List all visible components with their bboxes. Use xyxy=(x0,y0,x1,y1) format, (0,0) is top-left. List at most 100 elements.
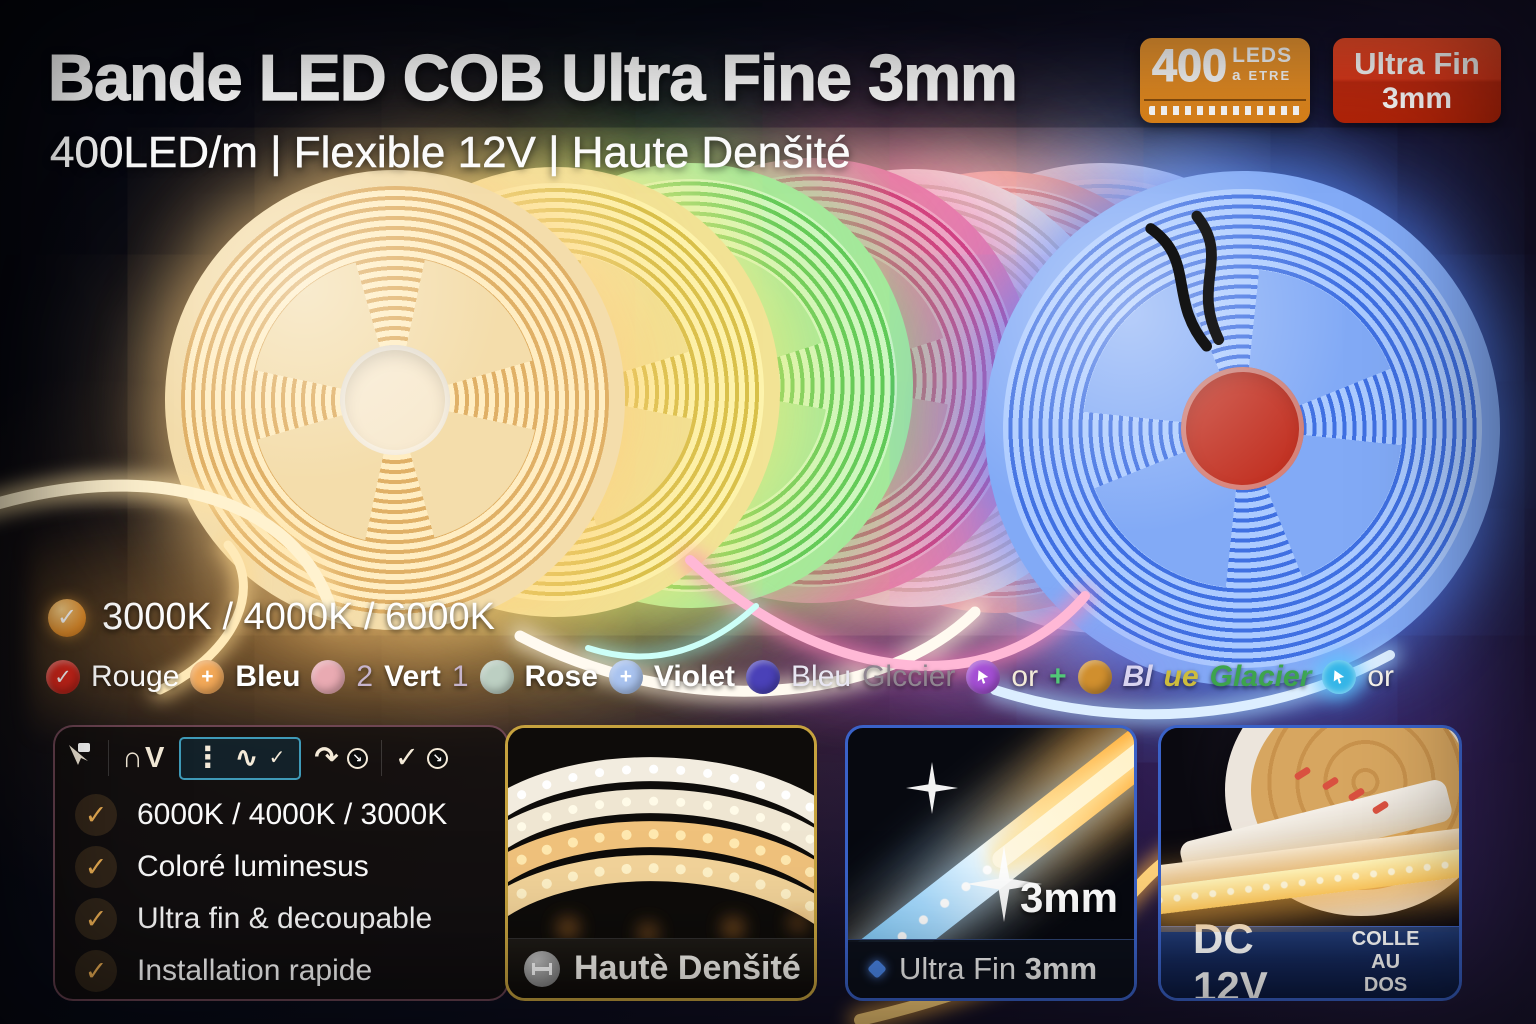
width-gauge-icon xyxy=(524,950,560,987)
density-caption-bar: Hautè Denšité xyxy=(508,938,814,998)
glue-line1: COLLE AU xyxy=(1351,928,1420,973)
hub-wires xyxy=(1144,210,1224,352)
thin-caption-bold: 3mm xyxy=(1024,951,1098,986)
thin-strip-panel: 3mm Ultra Fin 3mm xyxy=(845,725,1137,1001)
leds-unit-block: LEDS a ETRE xyxy=(1232,45,1292,83)
gold-check-icon: ✓ xyxy=(75,950,117,992)
leds-count: 400 xyxy=(1151,40,1228,91)
ultra-fin-3mm: 3mm xyxy=(1381,81,1453,115)
label-or: or xyxy=(1011,660,1039,693)
cursor-arrow-icon xyxy=(1334,670,1345,684)
ibeam-glyph xyxy=(532,962,552,975)
thin-caption-regular: Ultra Fin xyxy=(899,951,1025,986)
led-strips-closeup-photo xyxy=(508,728,814,942)
feature-text: Installation rapide xyxy=(137,954,373,987)
label-blue: Bl xyxy=(1122,660,1153,693)
feature-list: ✓ 6000K / 4000K / 3000K ✓ Coloré lumines… xyxy=(75,789,495,997)
power-caption-bar: DC 12V COLLE AU DOS xyxy=(1161,915,1459,998)
ultra-fin-badge: Ultra Fin 3mm xyxy=(1333,38,1501,123)
adhesive-label: COLLE AU DOS xyxy=(1336,928,1435,997)
curve-redo-icon: ↷ xyxy=(314,741,341,774)
diagonal-strip-photo: 3mm xyxy=(848,728,1134,942)
toolbar-divider xyxy=(380,740,382,776)
purple-cursor-dot xyxy=(966,660,1001,694)
mini-arrow-badge-icon: ↘ xyxy=(346,747,368,769)
label-2: 2 xyxy=(356,660,374,693)
label-violet: Violet xyxy=(653,660,736,693)
label-glccier: Glccier xyxy=(862,660,956,693)
sparkle-star-icon xyxy=(906,762,958,814)
led-dots-strip-icon xyxy=(1149,106,1301,115)
label-glacier: Glacier xyxy=(1209,660,1312,693)
density-photo-panel: Hautè Denšité xyxy=(505,725,817,1001)
thin-caption: Ultra Fin 3mm xyxy=(899,951,1097,987)
leds-sub-etre: ETRE xyxy=(1248,68,1292,83)
feature-row: ✓ Installation rapide xyxy=(75,945,495,997)
red-check-dot: ✓ xyxy=(46,660,80,694)
check-mark-icon: ✓ xyxy=(268,747,288,769)
badge-divider-line xyxy=(1144,99,1306,101)
icon-toolbar: ∩V ⋮ ∿ ✓ ↷ ↘ ✓ ↘ xyxy=(65,731,501,785)
label-rose: Rose xyxy=(524,660,598,693)
gold-check-icon: ✓ xyxy=(75,794,117,836)
white-reel-photo xyxy=(1161,728,1459,932)
indigo-dot xyxy=(746,660,781,694)
voltage-label: DC 12V xyxy=(1193,914,1268,1001)
feature-text: Coloré luminesus xyxy=(137,850,369,883)
feature-row: ✓ 6000K / 4000K / 3000K xyxy=(75,789,495,841)
color-variants-row: ✓ Rouge + Bleu 2 Vert 1 Rose + Violet Bleu Glccier o… xyxy=(46,660,1516,694)
wave-arrows-icon: ⋮ ∿ xyxy=(193,741,261,774)
curve-redo-group: ↷ ↘ xyxy=(314,741,368,774)
check-flow-icon: ✓ xyxy=(394,741,422,774)
gold-check-icon: ✓ xyxy=(75,898,117,940)
leds-badge-row: 400 LEDS a ETRE xyxy=(1151,40,1300,91)
leds-unit-label: LEDS xyxy=(1232,44,1293,67)
periwinkle-plus-dot: + xyxy=(608,660,643,694)
thickness-label: 3mm xyxy=(1019,874,1118,921)
reel-blue xyxy=(943,129,1536,727)
feature-text: Ultra fin & decoupable xyxy=(137,902,433,935)
label-bleu-2: Bleu xyxy=(791,660,852,693)
toolbar-divider xyxy=(108,740,109,776)
gold-check-icon: ✓ xyxy=(75,846,117,888)
ultra-fin-label: Ultra Fin xyxy=(1354,46,1480,82)
glue-line2: DOS xyxy=(1363,974,1408,996)
cursor-select-icon xyxy=(65,741,95,776)
blue-diamond-icon xyxy=(867,959,887,979)
label-or-2: or xyxy=(1367,660,1395,693)
gold-check-icon: ✓ xyxy=(48,598,86,637)
thin-caption-bar: Ultra Fin 3mm xyxy=(848,939,1134,998)
leds-per-meter-badge: 400 LEDS a ETRE xyxy=(1140,38,1310,123)
label-vert: Vert xyxy=(384,660,441,693)
cursor-arrow-icon xyxy=(978,670,989,684)
feature-row: ✓ Coloré luminesus xyxy=(75,841,495,893)
leds-sub-a: a xyxy=(1232,67,1241,84)
label-ue: ue xyxy=(1163,660,1199,693)
label-bleu: Bleu xyxy=(235,660,301,693)
cyan-cursor-dot xyxy=(1322,660,1357,694)
page-subtitle: 400LED/m | Flexible 12V | Haute Denšité xyxy=(50,128,851,178)
amber-dot xyxy=(1077,660,1112,694)
density-caption: Hautè Denšité xyxy=(574,949,801,987)
feature-row: ✓ Ultra fin & decoupable xyxy=(75,893,495,945)
check-flow-group: ✓ ↘ xyxy=(394,741,449,774)
arc-vee-icon: ∩V xyxy=(122,741,167,774)
cct-options-row: ✓ 3000K / 4000K / 6000K xyxy=(48,596,495,639)
sage-dot xyxy=(479,660,514,694)
wave-arrows-icon-selected: ⋮ ∿ ✓ xyxy=(179,736,302,780)
wavy-led-strips xyxy=(508,757,814,942)
label-1: 1 xyxy=(451,660,469,693)
green-plus-sparkle: + xyxy=(1049,660,1067,693)
pink-dot xyxy=(311,660,346,694)
label-rouge: Rouge xyxy=(91,660,180,693)
page-title: Bande LED COB Ultra Fine 3mm xyxy=(47,40,1018,114)
power-panel: DC 12V COLLE AU DOS xyxy=(1158,725,1462,1001)
orange-plus-dot: + xyxy=(190,660,225,694)
mini-arrow-badge-icon: ↘ xyxy=(427,747,449,769)
feature-text: 6000K / 4000K / 3000K xyxy=(137,798,448,831)
leds-sub-label: a ETRE xyxy=(1232,68,1292,83)
cct-values: 3000K / 4000K / 6000K xyxy=(102,596,495,638)
features-panel: ∩V ⋮ ∿ ✓ ↷ ↘ ✓ ↘ ✓ 6000K / 4000K / 3000K… xyxy=(53,725,509,1001)
